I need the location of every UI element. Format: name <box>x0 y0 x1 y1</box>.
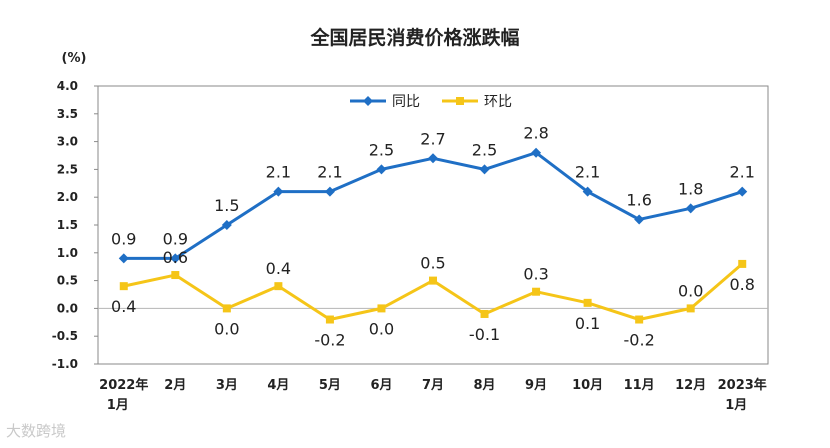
data-label-mom: -0.2 <box>314 331 345 350</box>
data-point-mom <box>119 282 128 291</box>
data-label-yoy: 2.7 <box>420 129 445 148</box>
x-tick-label: 3月 <box>216 378 238 393</box>
data-point-yoy <box>582 186 593 197</box>
y-tick-label: 2.0 <box>57 190 78 204</box>
data-label-yoy: 2.1 <box>575 163 600 182</box>
data-point-yoy <box>685 203 696 214</box>
data-label-mom: 0.8 <box>730 275 755 294</box>
y-tick-label: 0.0 <box>57 301 78 315</box>
data-label-mom: 0.3 <box>523 265 548 284</box>
data-point-mom <box>532 287 541 296</box>
x-tick-label: 12月 <box>675 378 706 393</box>
y-tick-label: 1.0 <box>57 246 78 260</box>
data-label-yoy: 2.8 <box>523 124 548 143</box>
data-point-yoy <box>428 153 438 164</box>
y-tick-label: 3.0 <box>57 135 78 149</box>
data-label-mom: 0.5 <box>420 254 445 273</box>
y-tick-label: 2.5 <box>57 162 78 176</box>
y-tick-label: 4.0 <box>57 79 78 93</box>
data-point-yoy <box>170 253 181 264</box>
legend-label-yoy: 同比 <box>392 94 420 110</box>
y-tick-label: 1.5 <box>57 218 78 232</box>
x-tick-label: 11月 <box>624 378 655 393</box>
data-point-yoy <box>118 253 129 264</box>
data-label-yoy: 0.9 <box>111 229 136 248</box>
data-label-yoy: 0.9 <box>163 229 188 248</box>
x-tick-label: 10月 <box>572 378 603 393</box>
x-tick-label: 6月 <box>370 378 392 393</box>
data-label-mom: 0.6 <box>163 248 188 267</box>
y-axis-unit: (%) <box>62 51 87 66</box>
y-tick-label: 3.5 <box>57 107 78 121</box>
data-point-yoy <box>634 214 645 225</box>
x-tick-label: 5月 <box>319 378 341 393</box>
y-tick-label: -0.5 <box>52 329 78 343</box>
data-point-mom <box>171 271 180 280</box>
data-label-yoy: 2.1 <box>317 163 342 182</box>
data-point-mom <box>429 276 437 285</box>
x-tick-label: 7月 <box>422 378 444 393</box>
y-tick-label: -1.0 <box>52 357 78 371</box>
x-tick-label: 8月 <box>474 378 496 393</box>
data-label-mom: -0.1 <box>469 325 500 344</box>
data-point-yoy <box>531 147 542 158</box>
data-label-mom: 0.0 <box>369 319 394 338</box>
data-point-yoy <box>479 164 490 175</box>
x-tick-label: 4月 <box>267 378 289 393</box>
legend-marker-yoy <box>363 96 373 106</box>
watermark: 大数跨境 <box>6 422 67 440</box>
data-point-yoy <box>221 220 232 230</box>
data-point-yoy <box>376 164 387 175</box>
x-tick-label: 2月 <box>164 378 186 393</box>
data-point-mom <box>222 304 231 313</box>
y-tick-label: 0.5 <box>57 274 78 288</box>
legend-label-mom: 环比 <box>484 94 512 110</box>
data-label-yoy: 2.5 <box>472 140 497 159</box>
data-point-yoy <box>273 186 284 197</box>
chart-title: 全国居民消费价格涨跌幅 <box>309 26 519 49</box>
data-label-mom: -0.2 <box>624 331 655 350</box>
data-label-mom: 0.1 <box>575 314 600 333</box>
data-point-mom <box>738 259 747 268</box>
legend: 同比 环比 <box>350 94 512 110</box>
data-point-mom <box>635 315 644 324</box>
data-label-yoy: 1.8 <box>678 179 703 198</box>
data-point-mom <box>480 309 489 318</box>
data-label-mom: 0.0 <box>678 281 703 300</box>
data-label-mom: 0.4 <box>266 259 291 278</box>
data-point-mom <box>274 282 283 291</box>
data-label-yoy: 2.5 <box>369 140 394 159</box>
data-point-mom <box>325 315 334 324</box>
data-point-mom <box>686 304 695 313</box>
x-tick-label: 2023年 <box>718 377 767 393</box>
data-label-yoy: 2.1 <box>730 163 755 182</box>
data-point-yoy <box>324 186 335 197</box>
x-tick-label: 1月 <box>107 398 129 413</box>
data-label-mom: 0.0 <box>214 319 239 338</box>
data-point-mom <box>377 304 386 313</box>
data-label-yoy: 1.5 <box>214 196 239 215</box>
data-label-yoy: 2.1 <box>266 163 291 182</box>
x-tick-label: 1月 <box>725 398 747 413</box>
data-point-yoy <box>737 186 748 197</box>
x-tick-label: 2022年 <box>99 377 148 393</box>
data-label-mom: 0.4 <box>111 297 136 316</box>
plot-area <box>97 85 769 365</box>
legend-marker-mom <box>456 97 464 105</box>
data-label-yoy: 1.6 <box>626 190 651 209</box>
data-point-mom <box>583 298 592 307</box>
x-tick-label: 9月 <box>525 378 547 393</box>
